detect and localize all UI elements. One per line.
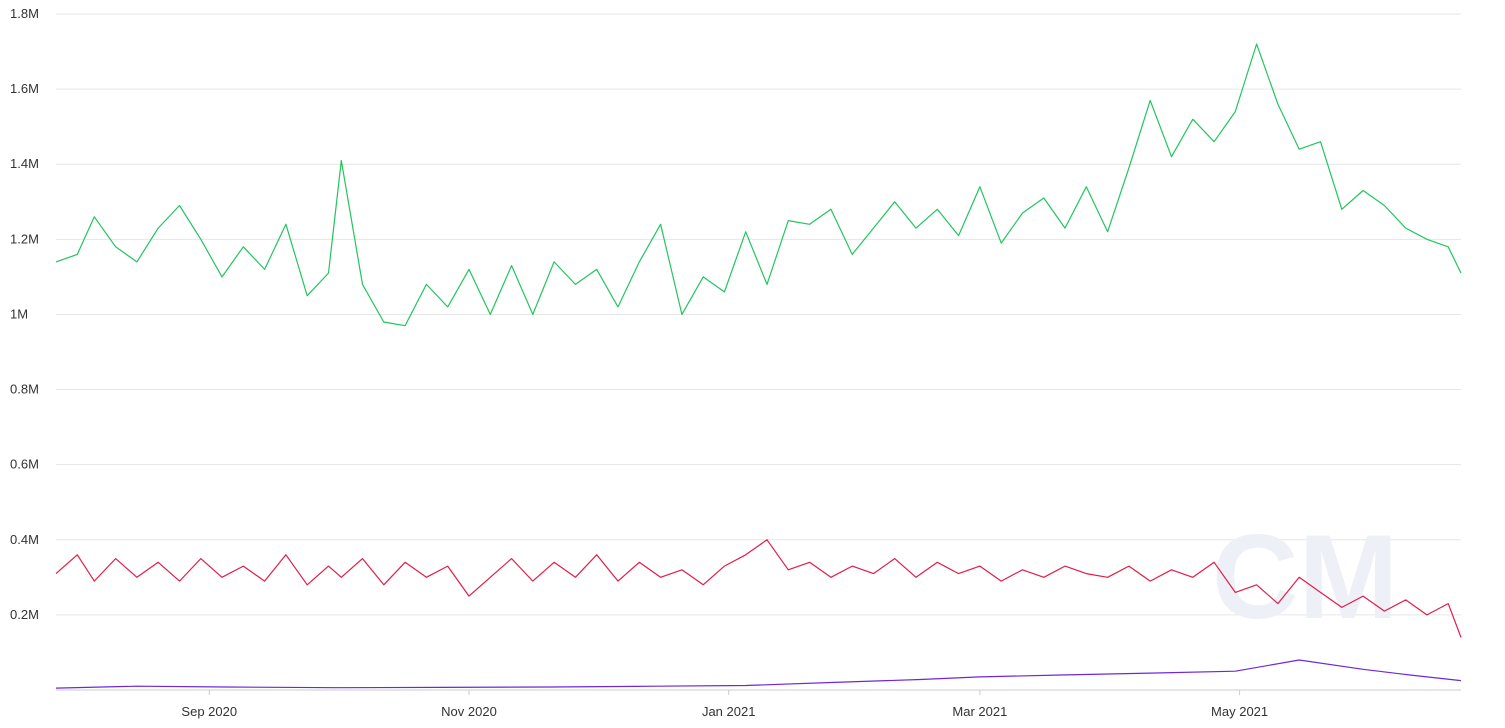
y-tick-label: 0.4M	[10, 532, 39, 547]
watermark: CM	[1212, 510, 1399, 644]
watermark-logo: CM	[1212, 510, 1399, 644]
x-tick-label: Sep 2020	[181, 704, 237, 719]
series-line-3	[55, 659, 1462, 689]
y-axis-ticks: 0.2M 0.4M 0.6M 0.8M 1M 1.2M 1.4M 1.6M 1.8M	[10, 6, 39, 622]
y-tick-label: 0.2M	[10, 607, 39, 622]
series-line-1	[55, 43, 1462, 327]
y-tick-label: 1.8M	[10, 6, 39, 21]
x-axis-ticks: Sep 2020 Nov 2020 Jan 2021 Mar 2021 May 2021	[56, 689, 1461, 719]
x-tick-label: Jan 2021	[702, 704, 756, 719]
series-group	[55, 43, 1462, 689]
x-tick-label: Nov 2020	[441, 704, 497, 719]
y-tick-label: 1M	[10, 306, 28, 321]
y-tick-label: 1.6M	[10, 81, 39, 96]
x-tick-label: Mar 2021	[952, 704, 1007, 719]
y-tick-label: 1.2M	[10, 231, 39, 246]
series-line-2	[55, 539, 1462, 638]
y-tick-label: 1.4M	[10, 156, 39, 171]
x-tick-label: May 2021	[1211, 704, 1268, 719]
y-tick-label: 0.8M	[10, 382, 39, 397]
y-tick-label: 0.6M	[10, 457, 39, 472]
